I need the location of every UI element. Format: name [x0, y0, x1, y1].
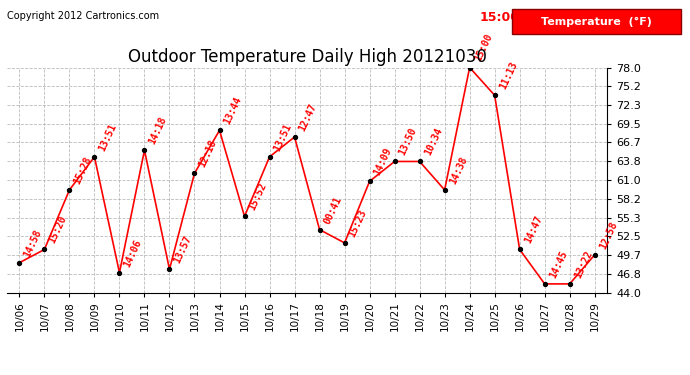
- Text: 14:06: 14:06: [122, 238, 144, 268]
- Text: 14:58: 14:58: [22, 228, 43, 258]
- Text: 13:51: 13:51: [97, 122, 119, 153]
- Text: Temperature  (°F): Temperature (°F): [541, 16, 652, 27]
- Text: 15:28: 15:28: [72, 155, 94, 186]
- Point: [514, 246, 525, 252]
- Text: 12:47: 12:47: [297, 102, 319, 133]
- Point: [364, 178, 375, 184]
- Point: [189, 170, 200, 176]
- Text: 11:13: 11:13: [497, 60, 519, 91]
- Point: [314, 226, 325, 232]
- Point: [89, 154, 100, 160]
- Text: 15:00: 15:00: [473, 33, 494, 63]
- Point: [464, 64, 475, 70]
- Point: [489, 92, 500, 98]
- Point: [14, 260, 25, 266]
- Point: [389, 159, 400, 165]
- Text: 13:51: 13:51: [273, 122, 294, 153]
- Point: [439, 187, 450, 193]
- Text: 13:44: 13:44: [222, 95, 244, 126]
- Point: [239, 213, 250, 219]
- Text: 15:52: 15:52: [247, 182, 269, 212]
- Text: 12:18: 12:18: [197, 138, 219, 169]
- Point: [264, 154, 275, 160]
- Point: [39, 246, 50, 252]
- Text: 13:50: 13:50: [397, 126, 419, 157]
- Text: 14:45: 14:45: [547, 249, 569, 280]
- Text: 12:58: 12:58: [598, 220, 619, 251]
- Point: [64, 187, 75, 193]
- Text: 13:57: 13:57: [172, 234, 194, 265]
- Text: 14:18: 14:18: [147, 115, 169, 146]
- Text: 14:47: 14:47: [522, 214, 544, 245]
- Point: [564, 281, 575, 287]
- Point: [289, 134, 300, 140]
- Text: Copyright 2012 Cartronics.com: Copyright 2012 Cartronics.com: [7, 11, 159, 21]
- Text: 00:41: 00:41: [322, 195, 344, 225]
- Point: [139, 147, 150, 153]
- Text: 14:38: 14:38: [447, 155, 469, 186]
- Text: 13:22: 13:22: [573, 249, 594, 280]
- Text: 15:23: 15:23: [347, 208, 369, 239]
- Title: Outdoor Temperature Daily High 20121030: Outdoor Temperature Daily High 20121030: [128, 48, 486, 66]
- Point: [114, 270, 125, 276]
- Point: [539, 281, 550, 287]
- Point: [414, 159, 425, 165]
- Text: 15:00: 15:00: [480, 11, 520, 24]
- Point: [339, 240, 350, 246]
- Point: [214, 128, 225, 134]
- Text: 14:09: 14:09: [373, 146, 394, 177]
- Point: [589, 252, 600, 258]
- Text: 10:34: 10:34: [422, 126, 444, 157]
- Text: 15:20: 15:20: [47, 214, 69, 245]
- Point: [164, 266, 175, 272]
